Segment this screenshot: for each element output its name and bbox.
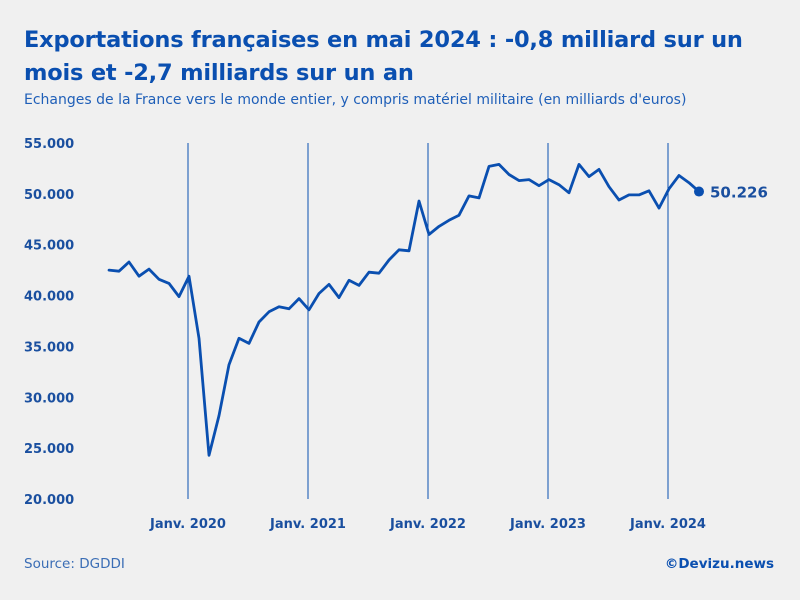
series-line-exportations — [107, 163, 701, 457]
y-tick-label: 25.000 — [24, 442, 74, 457]
data-point — [228, 364, 230, 366]
data-point — [118, 270, 120, 272]
data-point — [178, 295, 180, 297]
y-tick-label: 55.000 — [24, 137, 74, 152]
data-point — [208, 454, 210, 456]
chart-subtitle: Echanges de la France vers le monde enti… — [24, 92, 687, 108]
data-point — [278, 306, 280, 308]
data-point — [608, 186, 610, 188]
end-value-label: 50.226 — [710, 184, 768, 202]
y-tick-label: 35.000 — [24, 340, 74, 355]
data-point — [688, 181, 690, 183]
end-point-marker — [694, 186, 704, 197]
data-point — [548, 178, 550, 180]
data-point — [628, 194, 630, 196]
chart-title: Exportations françaises en mai 2024 : -0… — [24, 27, 743, 86]
data-point — [268, 311, 270, 313]
data-point — [538, 185, 540, 187]
data-point — [338, 296, 340, 298]
x-tick-label: Janv. 2024 — [629, 517, 706, 532]
data-point — [588, 175, 590, 177]
data-point — [568, 192, 570, 194]
data-point — [528, 178, 530, 180]
data-point — [508, 173, 510, 175]
data-point — [238, 337, 240, 339]
data-point — [358, 284, 360, 286]
data-point — [348, 279, 350, 281]
data-point — [198, 337, 200, 339]
x-tick-label: Janv. 2022 — [389, 517, 466, 532]
y-axis: 20.000 25.000 30.000 35.000 40.000 45.000 50.0… — [24, 137, 74, 508]
data-point — [428, 233, 430, 235]
data-point — [498, 163, 500, 165]
data-point — [298, 297, 300, 299]
data-point — [458, 214, 460, 216]
data-point — [258, 321, 260, 323]
x-gridlines — [187, 143, 669, 499]
y-tick-label: 20.000 — [24, 493, 74, 508]
y-tick-label: 30.000 — [24, 391, 74, 406]
data-point — [148, 268, 150, 270]
data-point — [648, 190, 650, 192]
data-point — [598, 168, 600, 170]
source-note: Source: DGDDI — [24, 556, 125, 572]
data-point — [168, 282, 170, 284]
data-point — [638, 194, 640, 196]
data-point — [308, 309, 310, 311]
brand-credit[interactable]: ©Devizu.news — [664, 556, 774, 572]
data-point — [518, 179, 520, 181]
data-point — [418, 200, 420, 202]
data-point — [158, 278, 160, 280]
data-point — [618, 199, 620, 201]
data-point — [248, 342, 250, 344]
y-tick-label: 45.000 — [24, 239, 74, 254]
data-point — [288, 308, 290, 310]
data-point — [668, 188, 670, 190]
data-point — [578, 163, 580, 165]
x-tick-label: Janv. 2020 — [149, 517, 226, 532]
data-point — [108, 269, 110, 271]
data-point — [398, 249, 400, 251]
data-point — [318, 292, 320, 294]
data-point — [558, 184, 560, 186]
data-point — [328, 283, 330, 285]
x-tick-label: Janv. 2021 — [269, 517, 346, 532]
data-point — [488, 165, 490, 167]
x-axis: Janv. 2020 Janv. 2021 Janv. 2022 Janv. 2023… — [149, 517, 706, 532]
x-tick-label: Janv. 2023 — [509, 517, 586, 532]
data-point — [138, 275, 140, 277]
y-tick-label: 40.000 — [24, 290, 74, 305]
data-point — [468, 195, 470, 197]
data-point — [188, 275, 190, 277]
data-point — [388, 259, 390, 261]
data-point — [408, 250, 410, 252]
data-point — [378, 272, 380, 274]
data-point — [128, 261, 130, 263]
data-point — [478, 197, 480, 199]
data-point — [438, 225, 440, 227]
data-point — [448, 219, 450, 221]
series-points — [108, 163, 700, 456]
data-point — [218, 414, 220, 416]
data-point — [368, 271, 370, 273]
y-tick-label: 50.000 — [24, 188, 74, 203]
data-point — [658, 207, 660, 209]
data-point — [678, 174, 680, 176]
